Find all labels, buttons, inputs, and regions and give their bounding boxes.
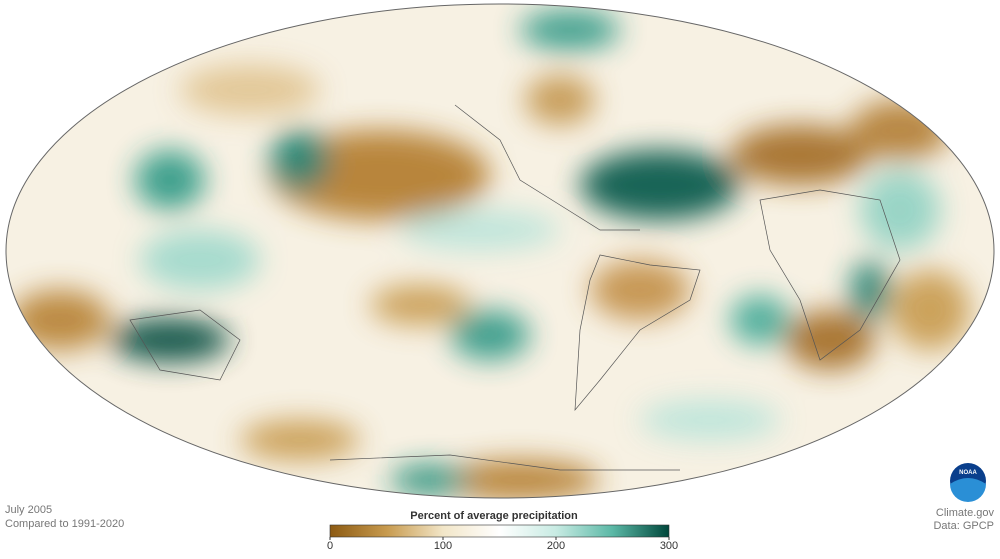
colorbar-tick-label: 300 bbox=[660, 540, 678, 552]
coastlines bbox=[129, 104, 901, 471]
map bbox=[6, 4, 994, 498]
noaa-logo: NOAA bbox=[950, 463, 986, 502]
colorbar-tick-label: 0 bbox=[327, 540, 333, 552]
colorbar-tick-label: 200 bbox=[547, 540, 565, 552]
source: Data: GPCP bbox=[933, 520, 994, 532]
credit: Climate.gov bbox=[936, 507, 995, 519]
baseline: Compared to 1991-2020 bbox=[5, 518, 124, 530]
legend-title: Percent of average precipitation bbox=[410, 510, 578, 522]
globe-outline bbox=[5, 3, 995, 499]
date: July 2005 bbox=[5, 504, 52, 516]
colorbar bbox=[329, 524, 670, 538]
logo-text: NOAA bbox=[959, 470, 977, 476]
colorbar-tick-label: 100 bbox=[434, 540, 452, 552]
